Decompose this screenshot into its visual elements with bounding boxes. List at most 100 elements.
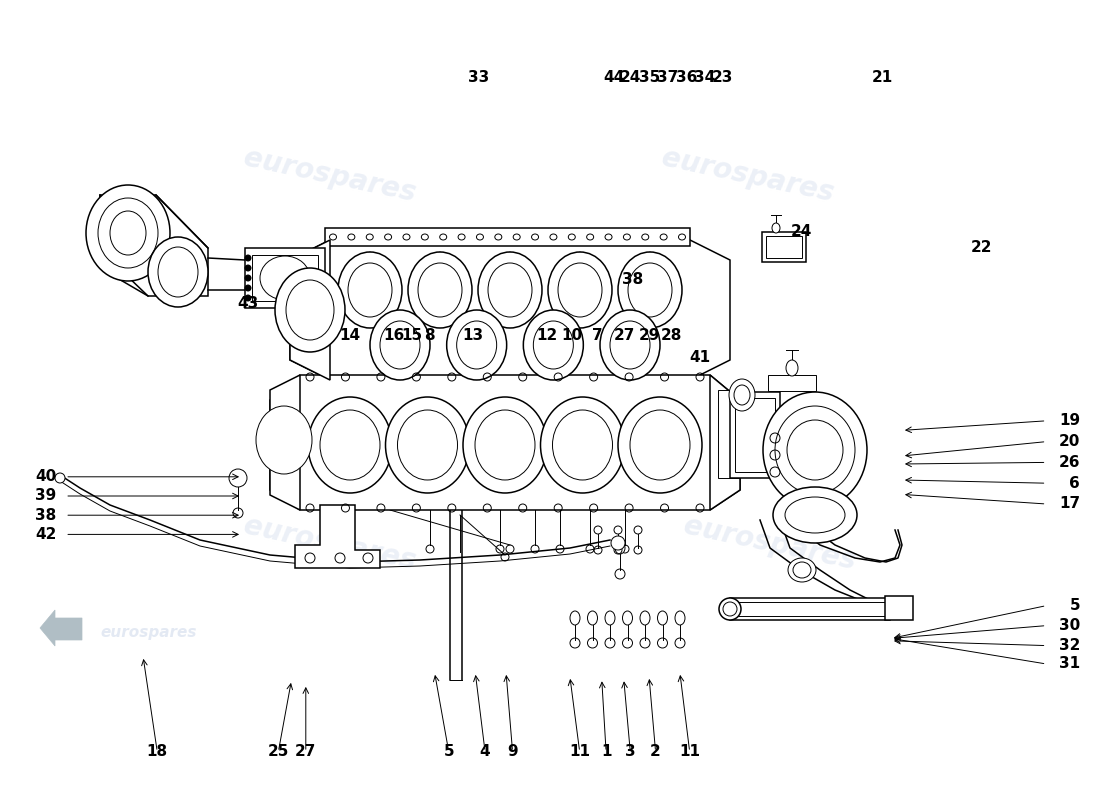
Ellipse shape bbox=[600, 310, 660, 380]
Text: 38: 38 bbox=[35, 508, 56, 522]
Bar bbox=[768, 375, 816, 391]
Ellipse shape bbox=[98, 198, 158, 268]
Ellipse shape bbox=[587, 611, 597, 625]
Ellipse shape bbox=[623, 611, 632, 625]
Ellipse shape bbox=[260, 256, 310, 300]
Ellipse shape bbox=[148, 237, 208, 307]
Ellipse shape bbox=[385, 397, 470, 493]
Ellipse shape bbox=[729, 379, 755, 411]
Text: 11: 11 bbox=[569, 745, 591, 759]
Bar bbox=[718, 390, 740, 478]
Polygon shape bbox=[270, 375, 740, 510]
Text: 32: 32 bbox=[1059, 638, 1080, 653]
Text: 18: 18 bbox=[146, 745, 168, 759]
Ellipse shape bbox=[776, 406, 855, 494]
Text: 12: 12 bbox=[536, 329, 558, 343]
Text: 41: 41 bbox=[689, 350, 711, 365]
Ellipse shape bbox=[763, 392, 867, 508]
Ellipse shape bbox=[552, 410, 613, 480]
Text: 5: 5 bbox=[443, 745, 454, 759]
Ellipse shape bbox=[605, 611, 615, 625]
Text: 23: 23 bbox=[712, 70, 734, 85]
Bar bbox=[730, 392, 780, 478]
Ellipse shape bbox=[488, 263, 532, 317]
Text: 31: 31 bbox=[1059, 657, 1080, 671]
Ellipse shape bbox=[610, 536, 625, 550]
Text: 8: 8 bbox=[424, 329, 434, 343]
Text: 34: 34 bbox=[694, 70, 716, 85]
Text: 39: 39 bbox=[35, 489, 56, 503]
Bar bbox=[730, 598, 890, 620]
Polygon shape bbox=[290, 240, 330, 380]
Ellipse shape bbox=[788, 558, 816, 582]
Ellipse shape bbox=[540, 397, 625, 493]
Text: 43: 43 bbox=[236, 297, 258, 311]
Text: 44: 44 bbox=[603, 70, 625, 85]
Ellipse shape bbox=[379, 321, 420, 369]
Ellipse shape bbox=[558, 263, 602, 317]
Text: 11: 11 bbox=[679, 745, 701, 759]
Ellipse shape bbox=[719, 598, 741, 620]
Ellipse shape bbox=[348, 263, 392, 317]
Ellipse shape bbox=[55, 473, 65, 483]
Polygon shape bbox=[40, 610, 82, 646]
Text: 1: 1 bbox=[601, 745, 612, 759]
Ellipse shape bbox=[524, 310, 583, 380]
Bar bbox=[766, 236, 802, 258]
Text: 35: 35 bbox=[639, 70, 661, 85]
Ellipse shape bbox=[618, 252, 682, 328]
Ellipse shape bbox=[773, 487, 857, 543]
Bar bbox=[252, 255, 318, 301]
Text: 24: 24 bbox=[619, 70, 641, 85]
Ellipse shape bbox=[370, 310, 430, 380]
Text: 16: 16 bbox=[383, 329, 405, 343]
Ellipse shape bbox=[408, 252, 472, 328]
Ellipse shape bbox=[245, 275, 251, 281]
Text: 26: 26 bbox=[1058, 455, 1080, 470]
Text: 38: 38 bbox=[621, 273, 643, 287]
Ellipse shape bbox=[320, 410, 379, 480]
Ellipse shape bbox=[245, 295, 251, 301]
Polygon shape bbox=[270, 375, 300, 510]
Text: 30: 30 bbox=[1059, 618, 1080, 633]
Text: 19: 19 bbox=[1059, 414, 1080, 428]
Text: 37: 37 bbox=[657, 70, 679, 85]
Ellipse shape bbox=[615, 542, 625, 554]
Text: 17: 17 bbox=[1059, 497, 1080, 511]
Text: 20: 20 bbox=[1059, 434, 1080, 449]
Text: 29: 29 bbox=[638, 329, 660, 343]
Text: 15: 15 bbox=[400, 329, 422, 343]
Text: 40: 40 bbox=[35, 470, 56, 484]
Text: 28: 28 bbox=[660, 329, 682, 343]
Text: eurospares: eurospares bbox=[241, 512, 419, 576]
Ellipse shape bbox=[275, 268, 345, 352]
Polygon shape bbox=[290, 240, 730, 380]
Ellipse shape bbox=[286, 280, 334, 340]
Ellipse shape bbox=[308, 397, 392, 493]
Text: 7: 7 bbox=[592, 329, 603, 343]
Ellipse shape bbox=[338, 252, 402, 328]
Ellipse shape bbox=[418, 263, 462, 317]
Ellipse shape bbox=[245, 285, 251, 291]
Ellipse shape bbox=[675, 611, 685, 625]
Ellipse shape bbox=[570, 611, 580, 625]
Ellipse shape bbox=[658, 611, 668, 625]
Text: 25: 25 bbox=[267, 745, 289, 759]
Ellipse shape bbox=[158, 247, 198, 297]
Bar bbox=[886, 596, 913, 620]
Text: 33: 33 bbox=[468, 70, 490, 85]
Text: 24: 24 bbox=[791, 225, 813, 239]
Polygon shape bbox=[100, 195, 208, 296]
Polygon shape bbox=[710, 375, 740, 510]
Text: eurospares: eurospares bbox=[241, 144, 419, 208]
Text: 6: 6 bbox=[1069, 476, 1080, 490]
Ellipse shape bbox=[475, 410, 535, 480]
Text: 14: 14 bbox=[339, 329, 361, 343]
Text: 21: 21 bbox=[871, 70, 893, 85]
Bar bbox=[245, 248, 324, 308]
Polygon shape bbox=[295, 505, 380, 568]
Ellipse shape bbox=[86, 185, 170, 281]
Ellipse shape bbox=[785, 497, 845, 533]
Ellipse shape bbox=[630, 410, 690, 480]
Text: eurospares: eurospares bbox=[659, 144, 837, 208]
